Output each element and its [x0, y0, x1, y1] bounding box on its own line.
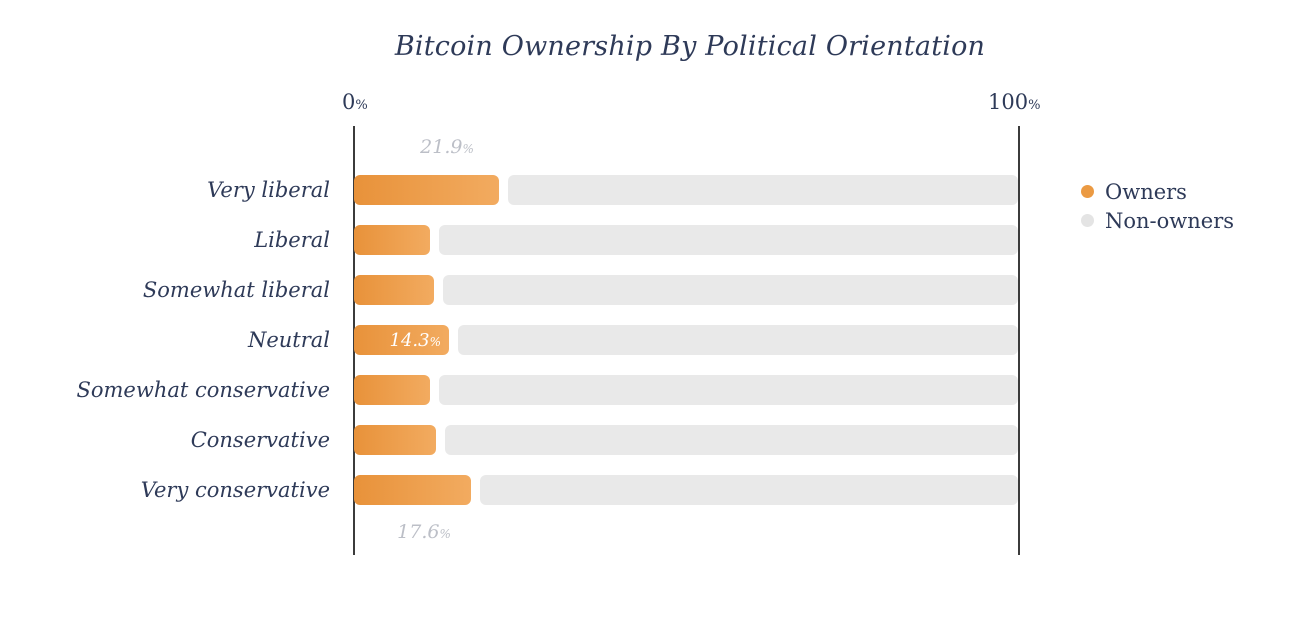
owners-bar — [354, 375, 430, 405]
value-label-very-conservative: 17.6% — [397, 521, 451, 543]
owners-bar — [354, 475, 471, 505]
bar-row: Neutral — [0, 325, 1300, 355]
non-owners-dot-icon — [1081, 214, 1094, 227]
value-label-very-liberal: 21.9% — [420, 136, 474, 158]
category-label: Very conservative — [140, 478, 330, 502]
tick-max-number: 100 — [988, 90, 1029, 114]
bar-row: Very conservative — [0, 475, 1300, 505]
owners-bar — [354, 425, 436, 455]
tick-min-percent-sign: % — [355, 98, 368, 113]
non-owners-bar — [479, 475, 1018, 505]
axis-line-100-percent — [1018, 126, 1020, 555]
bar-row: Somewhat liberal — [0, 275, 1300, 305]
owners-bar — [354, 275, 434, 305]
percent-sign: % — [439, 527, 451, 541]
legend-label-owners: Owners — [1105, 179, 1187, 204]
category-label: Somewhat liberal — [142, 278, 330, 302]
percent-sign: % — [429, 335, 441, 349]
tick-max-percent-sign: % — [1028, 98, 1041, 113]
legend: Owners Non-owners — [1081, 177, 1234, 235]
category-label: Neutral — [247, 328, 330, 352]
legend-item-owners: Owners — [1081, 177, 1234, 206]
category-label: Liberal — [254, 228, 330, 252]
value-number: 17.6 — [397, 521, 440, 543]
bar-row: Liberal — [0, 225, 1300, 255]
non-owners-bar — [444, 425, 1018, 455]
chart-title: Bitcoin Ownership By Political Orientati… — [394, 31, 986, 62]
legend-label-non-owners: Non-owners — [1105, 208, 1235, 233]
non-owners-bar — [439, 225, 1018, 255]
value-number: 14.3 — [389, 330, 430, 351]
percent-sign: % — [462, 142, 474, 156]
bar-row: Very liberal — [0, 175, 1300, 205]
category-label: Conservative — [190, 428, 330, 452]
legend-item-non-owners: Non-owners — [1081, 206, 1234, 235]
owners-bar — [354, 225, 431, 255]
value-number: 21.9 — [420, 136, 463, 158]
value-label-neutral: 14.3% — [390, 325, 441, 355]
non-owners-bar — [438, 375, 1018, 405]
owners-dot-icon — [1081, 185, 1094, 198]
x-axis-tick-max: 100% — [988, 90, 1040, 114]
category-label: Somewhat conservative — [76, 378, 330, 402]
bar-row: Somewhat conservative — [0, 375, 1300, 405]
non-owners-bar — [442, 275, 1018, 305]
category-label: Very liberal — [207, 178, 330, 202]
owners-bar — [354, 325, 449, 355]
tick-min-number: 0 — [342, 90, 356, 114]
x-axis-tick-min: 0% — [342, 90, 368, 114]
owners-bar — [354, 175, 500, 205]
non-owners-bar — [508, 175, 1018, 205]
non-owners-bar — [457, 325, 1018, 355]
bar-row: Conservative — [0, 425, 1300, 455]
